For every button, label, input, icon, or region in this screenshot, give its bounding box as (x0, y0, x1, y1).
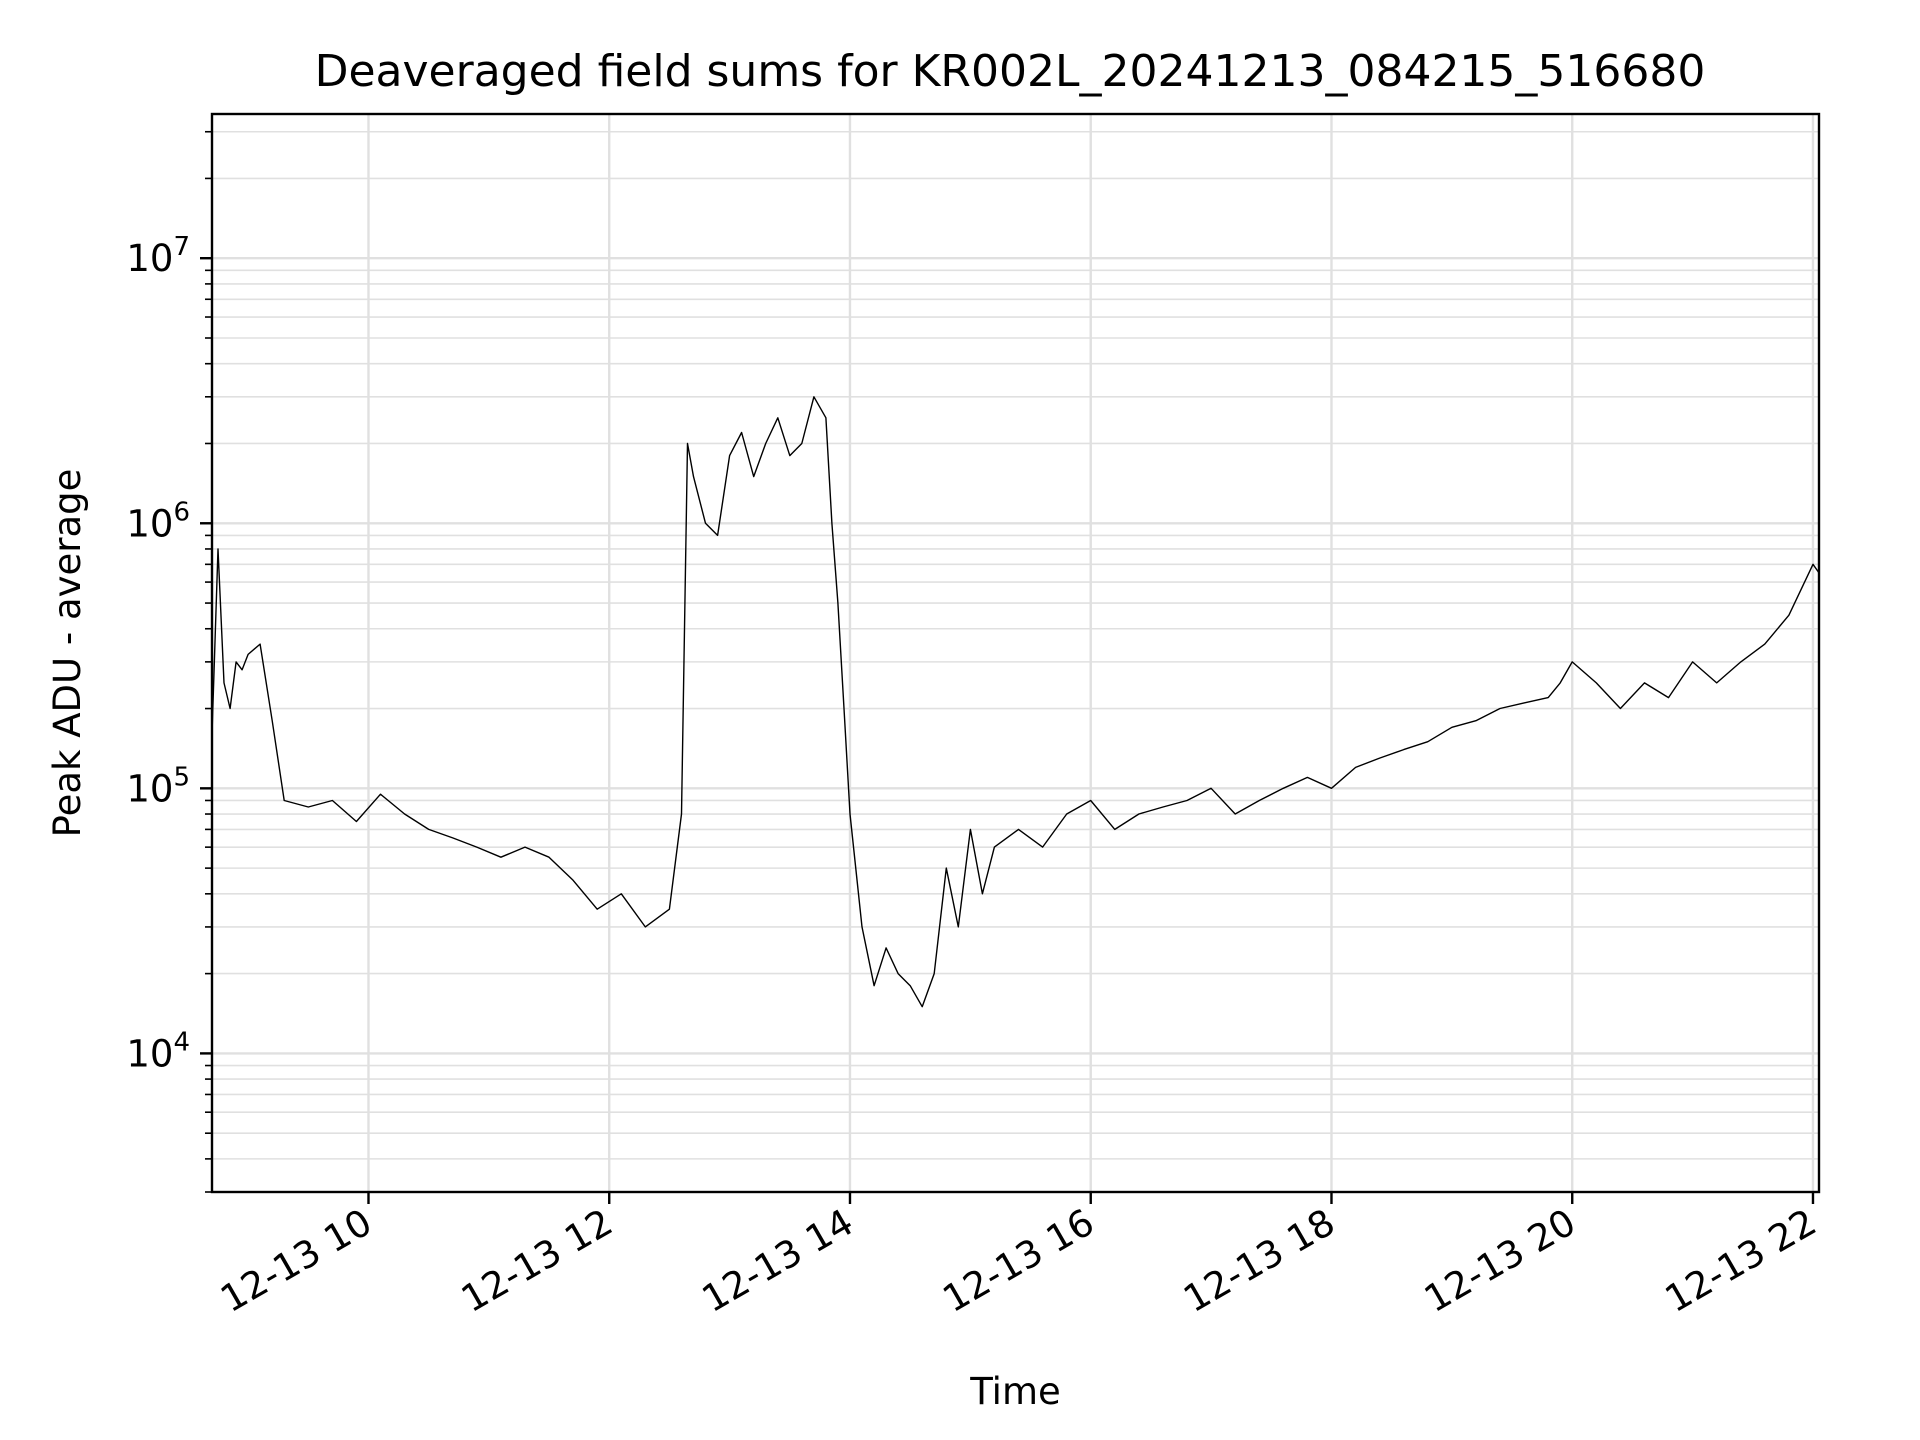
series-line (211, 396, 1820, 1008)
x-tick-label: 12-13 16 (936, 1201, 1102, 1321)
y-tick-label: 105 (126, 762, 190, 810)
x-tick-label: 12-13 14 (695, 1201, 861, 1321)
x-tick-label: 12-13 20 (1417, 1201, 1583, 1321)
series-layer (211, 396, 1820, 1008)
x-axis-label: Time (969, 1370, 1061, 1413)
y-tick-label: 106 (126, 497, 190, 545)
y-tick-label: 104 (126, 1027, 190, 1075)
x-tick-label: 12-13 12 (454, 1201, 620, 1321)
chart-title: Deaveraged field sums for KR002L_2024121… (315, 46, 1706, 97)
grid (212, 114, 1819, 1193)
x-tick-label: 12-13 22 (1658, 1201, 1824, 1321)
x-tick-label: 12-13 18 (1176, 1201, 1342, 1321)
y-axis-label: Peak ADU - average (46, 469, 89, 838)
y-tick-label: 107 (126, 232, 190, 280)
plot-frame (210, 112, 1821, 1194)
axis-ticks: 104 105 106 107 12-13 10 12-13 12 12-13 14 12-1… (126, 130, 1824, 1321)
x-tick-label: 12-13 10 (213, 1201, 379, 1321)
